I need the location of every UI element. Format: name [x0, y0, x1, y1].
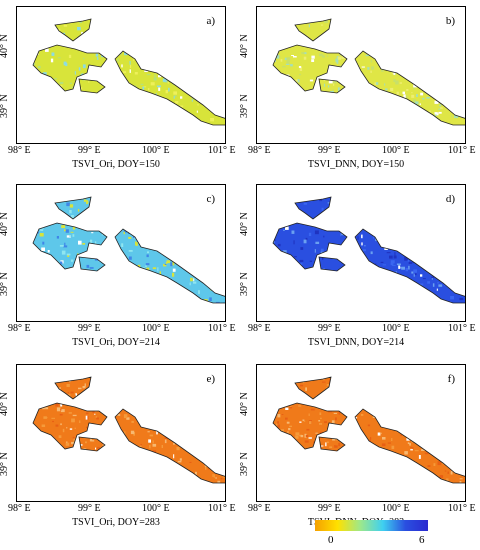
latitude-label: 39° N: [239, 272, 250, 296]
region-outline: [294, 376, 332, 400]
map-frame: d): [256, 184, 466, 322]
colorbar: [315, 518, 428, 531]
latitude-label: 39° N: [0, 272, 10, 296]
latitude-label: 40° N: [239, 34, 250, 58]
map-frame: b): [256, 6, 466, 144]
raster-fill: [273, 19, 465, 125]
map-canvas: [32, 376, 225, 484]
region-outline: [78, 78, 106, 94]
map-frame: c): [16, 184, 226, 322]
raster-fill: [33, 197, 225, 303]
map-panel-c: c) 40° N 39° N 98° E 99° E 100° E 101° E TSVI_O…: [0, 178, 236, 356]
panel-letter: d): [445, 193, 455, 205]
raster-fill: [33, 377, 225, 483]
longitude-label: 99° E: [318, 503, 341, 514]
longitude-label: 98° E: [248, 503, 271, 514]
longitude-label: 100° E: [142, 323, 170, 334]
region-outline: [354, 408, 465, 484]
panel-caption: TSVI_DNN, DOY=214: [307, 337, 405, 348]
latitude-label: 39° N: [0, 452, 10, 476]
region-outline: [272, 44, 348, 92]
region-outline: [54, 18, 92, 42]
region-outline: [78, 256, 106, 272]
longitude-label: 100° E: [142, 503, 170, 514]
longitude-label: 98° E: [8, 323, 31, 334]
region-outline: [54, 376, 92, 400]
raster-fill: [33, 19, 225, 125]
region-outline: [318, 436, 346, 452]
longitude-label: 101° E: [448, 503, 476, 514]
region-outline: [318, 256, 346, 272]
region-outline: [32, 402, 108, 450]
map-panel-a: a) 40° N 39° N 98° E 99° E 100° E 101° E TSVI_O…: [0, 0, 236, 178]
longitude-label: 98° E: [248, 323, 271, 334]
latitude-label: 40° N: [239, 212, 250, 236]
map-panel-b: b) 40° N 39° N 98° E 99° E 100° E 101° E TSVI_D…: [239, 0, 476, 178]
map-canvas: [32, 196, 225, 304]
latitude-label: 40° N: [0, 34, 10, 58]
region-outline: [318, 78, 346, 94]
latitude-label: 39° N: [239, 94, 250, 118]
region-outline: [294, 18, 332, 42]
region-outline: [78, 436, 106, 452]
panel-letter: f): [447, 373, 455, 385]
region-outline: [32, 44, 108, 92]
longitude-label: 99° E: [78, 145, 101, 156]
map-frame: a): [16, 6, 226, 144]
longitude-label: 98° E: [8, 503, 31, 514]
raster-fill: [273, 377, 465, 483]
latitude-label: 40° N: [0, 212, 10, 236]
panel-letter: c): [206, 193, 215, 205]
longitude-label: 100° E: [382, 503, 410, 514]
map-panel-d: d) 40° N 39° N 98° E 99° E 100° E 101° E TSVI_D…: [239, 178, 476, 356]
region-outline: [354, 228, 465, 304]
panel-caption: TSVI_Ori, DOY=214: [72, 337, 160, 348]
panel-letter: b): [445, 15, 455, 27]
region-outline: [272, 222, 348, 270]
map-canvas: [272, 376, 465, 484]
longitude-label: 100° E: [382, 145, 410, 156]
longitude-label: 101° E: [208, 323, 236, 334]
colorbar-min-label: 0: [328, 534, 334, 546]
panel-letter: e): [206, 373, 215, 385]
region-outline: [294, 196, 332, 220]
longitude-label: 100° E: [142, 145, 170, 156]
map-frame: e): [16, 364, 226, 502]
longitude-label: 101° E: [208, 503, 236, 514]
longitude-label: 98° E: [8, 145, 31, 156]
longitude-label: 99° E: [78, 503, 101, 514]
latitude-label: 40° N: [0, 392, 10, 416]
region-outline: [54, 196, 92, 220]
map-panel-e: e) 40° N 39° N 98° E 99° E 100° E 101° E TSVI_O…: [0, 358, 236, 536]
longitude-label: 99° E: [318, 145, 341, 156]
longitude-label: 100° E: [382, 323, 410, 334]
region-outline: [354, 50, 465, 126]
region-outline: [114, 408, 225, 484]
latitude-label: 40° N: [239, 392, 250, 416]
panel-letter: a): [206, 15, 215, 27]
map-canvas: [32, 18, 225, 126]
longitude-label: 99° E: [78, 323, 101, 334]
longitude-label: 99° E: [318, 323, 341, 334]
latitude-label: 39° N: [239, 452, 250, 476]
map-frame: f): [256, 364, 466, 502]
region-outline: [32, 222, 108, 270]
longitude-label: 101° E: [448, 323, 476, 334]
region-outline: [114, 50, 225, 126]
map-canvas: [272, 196, 465, 304]
longitude-label: 101° E: [208, 145, 236, 156]
map-canvas: [272, 18, 465, 126]
panel-caption: TSVI_Ori, DOY=150: [72, 159, 160, 170]
longitude-label: 98° E: [248, 145, 271, 156]
region-outline: [272, 402, 348, 450]
raster-fill: [273, 197, 465, 303]
colorbar-max-label: 6: [419, 534, 425, 546]
panel-caption: TSVI_DNN, DOY=150: [307, 159, 405, 170]
panel-caption: TSVI_Ori, DOY=283: [72, 517, 160, 528]
longitude-label: 101° E: [448, 145, 476, 156]
latitude-label: 39° N: [0, 94, 10, 118]
region-outline: [114, 228, 225, 304]
